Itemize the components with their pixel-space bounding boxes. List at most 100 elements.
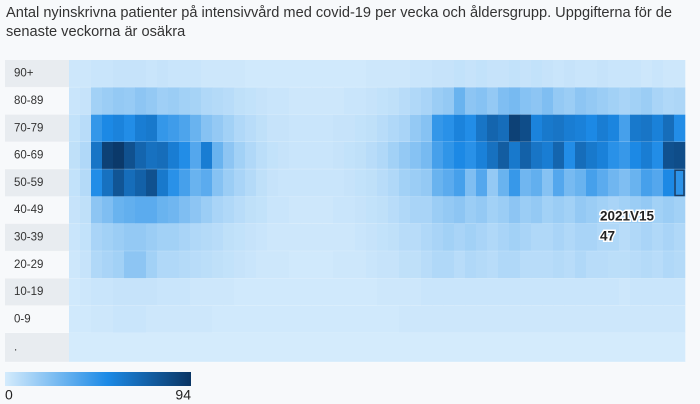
cell bbox=[113, 278, 125, 306]
cell bbox=[619, 278, 631, 306]
cell bbox=[212, 333, 224, 362]
cell bbox=[91, 169, 103, 197]
cell bbox=[223, 278, 235, 306]
cell bbox=[212, 251, 224, 279]
cell bbox=[168, 333, 180, 362]
cell bbox=[421, 114, 433, 142]
cell bbox=[410, 169, 422, 197]
cell bbox=[454, 333, 466, 362]
cell bbox=[542, 333, 554, 362]
cell bbox=[223, 141, 235, 170]
cell bbox=[201, 278, 213, 306]
cell bbox=[366, 87, 378, 115]
cell bbox=[443, 169, 455, 197]
cell bbox=[421, 305, 433, 333]
cell bbox=[586, 114, 598, 142]
cell bbox=[190, 223, 202, 252]
cell bbox=[311, 87, 323, 115]
cell bbox=[432, 196, 444, 224]
cell bbox=[289, 169, 301, 197]
cell bbox=[80, 141, 92, 170]
cell bbox=[553, 333, 565, 362]
cell bbox=[674, 169, 686, 197]
cell bbox=[157, 141, 169, 170]
cell bbox=[91, 305, 103, 333]
cell bbox=[311, 333, 323, 362]
cell bbox=[91, 333, 103, 362]
cell bbox=[256, 251, 268, 279]
cell bbox=[542, 169, 554, 197]
cell bbox=[663, 278, 675, 306]
cell bbox=[399, 196, 411, 224]
cell bbox=[179, 169, 191, 197]
cell bbox=[256, 196, 268, 224]
cell bbox=[135, 278, 147, 306]
cell bbox=[465, 305, 477, 333]
cell bbox=[267, 278, 279, 306]
cell bbox=[487, 223, 499, 252]
cell bbox=[531, 141, 543, 170]
cell bbox=[146, 87, 158, 115]
cell bbox=[69, 87, 81, 115]
cell bbox=[80, 333, 92, 362]
cell bbox=[597, 278, 609, 306]
cell bbox=[531, 333, 543, 362]
cell bbox=[355, 223, 367, 252]
cell bbox=[652, 87, 664, 115]
cell bbox=[212, 87, 224, 115]
cell bbox=[509, 305, 521, 333]
cell bbox=[476, 169, 488, 197]
row-label-bg bbox=[5, 169, 69, 197]
cell bbox=[465, 196, 477, 224]
cell bbox=[630, 87, 642, 115]
cell bbox=[465, 251, 477, 279]
cell bbox=[641, 169, 653, 197]
cell bbox=[564, 333, 576, 362]
cell bbox=[388, 141, 400, 170]
cell bbox=[443, 196, 455, 224]
cell bbox=[531, 223, 543, 252]
cell bbox=[454, 169, 466, 197]
cell bbox=[278, 141, 290, 170]
cell bbox=[113, 333, 125, 362]
cell bbox=[487, 87, 499, 115]
cell bbox=[322, 305, 334, 333]
cell bbox=[289, 87, 301, 115]
cell bbox=[586, 169, 598, 197]
cell bbox=[531, 87, 543, 115]
cell bbox=[652, 169, 664, 197]
row-label-bg bbox=[5, 333, 69, 362]
cell bbox=[355, 333, 367, 362]
cell bbox=[509, 333, 521, 362]
cell bbox=[344, 196, 356, 224]
cell bbox=[399, 60, 411, 88]
cell bbox=[630, 333, 642, 362]
cell bbox=[278, 278, 290, 306]
cell bbox=[157, 196, 169, 224]
cell bbox=[124, 196, 136, 224]
cell bbox=[553, 114, 565, 142]
cell bbox=[553, 305, 565, 333]
cell bbox=[124, 114, 136, 142]
cell bbox=[619, 251, 631, 279]
cell bbox=[212, 114, 224, 142]
cell bbox=[80, 278, 92, 306]
cell bbox=[641, 114, 653, 142]
cell bbox=[300, 196, 312, 224]
cell bbox=[432, 114, 444, 142]
cell bbox=[311, 278, 323, 306]
cell bbox=[201, 251, 213, 279]
cell bbox=[388, 223, 400, 252]
cell bbox=[102, 251, 114, 279]
cell bbox=[641, 251, 653, 279]
row-label-bg bbox=[5, 305, 69, 333]
cell bbox=[124, 278, 136, 306]
cell bbox=[179, 305, 191, 333]
cell bbox=[498, 114, 510, 142]
cell bbox=[476, 60, 488, 88]
cell bbox=[333, 278, 345, 306]
cell bbox=[608, 141, 620, 170]
cell bbox=[586, 223, 598, 252]
cell bbox=[146, 305, 158, 333]
cell bbox=[179, 87, 191, 115]
